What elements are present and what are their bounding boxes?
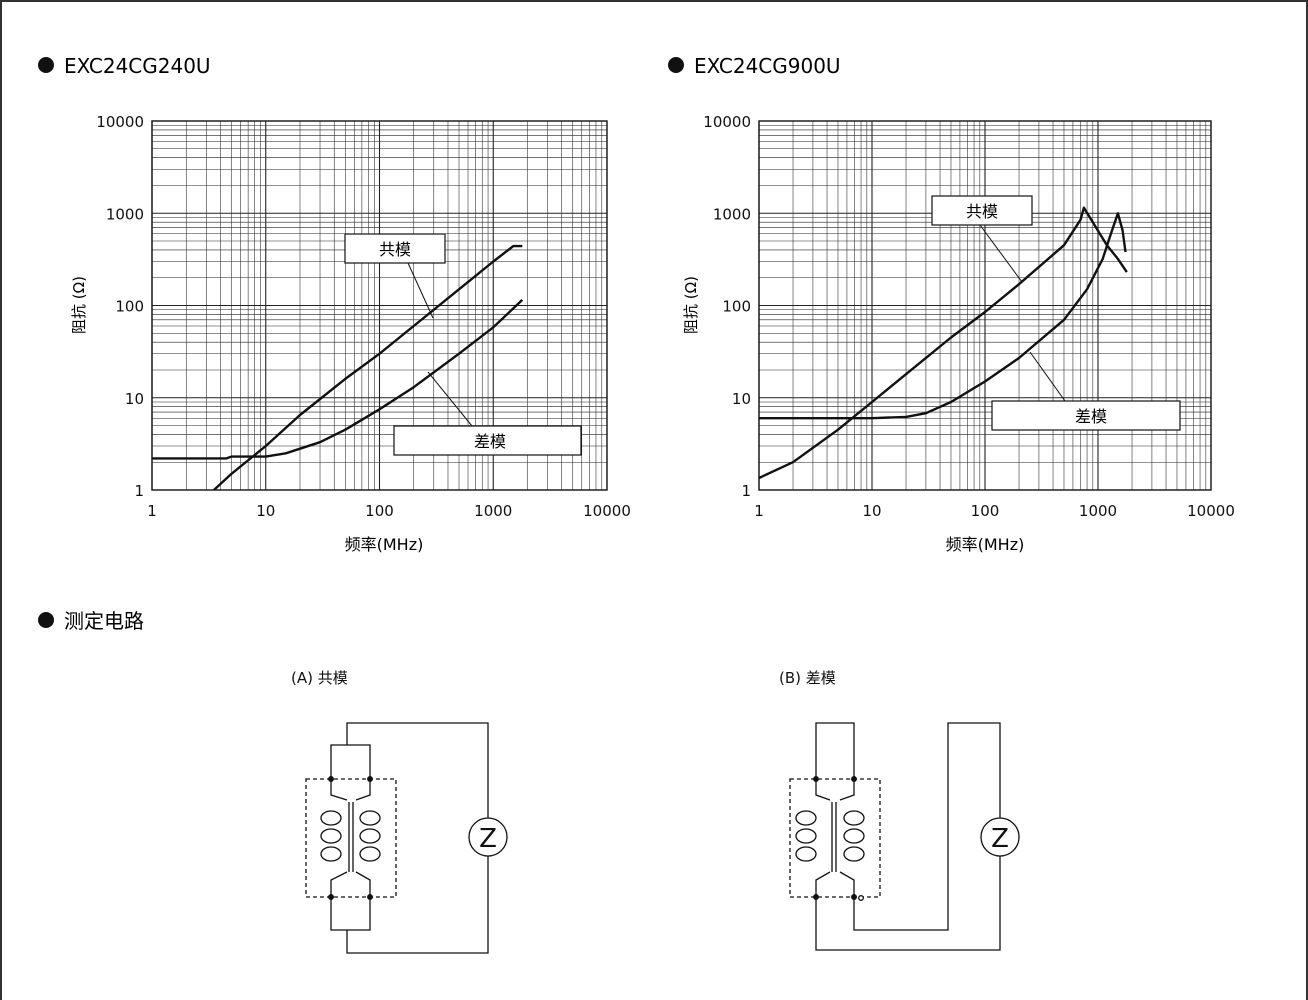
chart2-series [758,206,1128,480]
coil-loop [320,810,342,826]
coil-loop [843,828,865,844]
circuit-a-bottom-bridge [330,897,371,931]
coil-loop [320,846,342,862]
coil-loop [359,846,381,862]
chart-exc24cg240u: 1 10 100 1000 10000 1 10 100 1000 10000 频率(MHz) 阻… [70,113,631,554]
y-tick-label: 10 [125,390,144,408]
chart1-callout-leader-diff [427,371,473,427]
circuit-a-bottom-wire [346,856,489,954]
chart2-heading: EXC24CG900U [694,54,841,78]
component-outline [789,778,881,898]
chart2-callout-box-diff [991,400,1181,431]
terminal-dot [851,894,857,900]
bullet-icon [668,57,684,73]
x-tick-label: 100 [365,502,394,520]
x-tick-label: 10000 [583,502,631,520]
terminal-dot [813,894,819,900]
circuit-heading: 测定电路 [64,609,144,633]
terminal-dot-open [858,895,864,901]
y-tick-label: 1000 [106,205,144,223]
bullet-icon [38,612,54,628]
circuit-b-differential-mode: (B) 差模 Z [779,669,1020,951]
circuit-a-top-wire [346,722,489,818]
bullet-icon [38,57,54,73]
chart2-legend-diff: 差模 [1075,407,1107,426]
coil-loop [795,810,817,826]
plot-frame [151,120,608,491]
chart2-callout-box-common [931,195,1033,226]
chart1-heading: EXC24CG240U [64,54,211,78]
terminal-dot [813,776,819,782]
circuit-a-label: (A) 共模 [291,669,348,687]
circuit-a-top-bridge [330,744,371,779]
chart2-callout-leader-diff [1029,351,1066,402]
chart2-x-axis-label: 频率(MHz) [946,535,1025,554]
circuit-b-top-loop [815,722,855,779]
terminal-dot [367,776,373,782]
chart2-tick-labels: 1 10 100 1000 10000 1 10 100 1000 10000 [703,113,1235,520]
x-tick-label: 1000 [474,502,512,520]
y-tick-label: 10000 [96,113,144,131]
series-line-differential-mode [152,299,524,460]
y-tick-label: 1000 [713,205,751,223]
impedance-meter-symbol: Z [479,824,497,854]
chart1-callout-box-common [344,233,446,264]
terminal-dot [367,894,373,900]
impedance-meter-symbol: Z [991,824,1009,854]
x-tick-label: 100 [971,502,1000,520]
coil-loop [795,828,817,844]
chart1-callout-box-diff [393,425,582,456]
x-tick-label: 10000 [1187,502,1235,520]
coil-loop [359,828,381,844]
chart1-legend-diff: 差模 [474,432,506,451]
coil-loop [359,810,381,826]
chart1-legend-common: 共模 [379,240,411,259]
x-tick-label: 1 [754,502,764,520]
coil-loop [843,810,865,826]
coil-right-leads [839,779,855,897]
y-tick-label: 10000 [703,113,751,131]
chart1-x-axis-label: 频率(MHz) [345,535,424,554]
coil-loop [795,846,817,862]
terminal-dot [851,776,857,782]
chart1-y-axis-label: 阻抗 (Ω) [70,276,88,334]
component-outline [305,778,397,898]
y-tick-label: 10 [732,390,751,408]
y-tick-label: 1 [134,482,144,500]
plot-frame [758,120,1212,491]
series-line-differential-mode [759,212,1127,420]
chart2-y-axis-label: 阻抗 (Ω) [682,276,700,334]
chart1-tick-labels: 1 10 100 1000 10000 1 10 100 1000 10000 [96,113,631,520]
x-tick-label: 10 [256,502,275,520]
series-line-common-mode [758,206,1128,480]
impedance-meter-icon [980,817,1020,857]
x-tick-label: 10 [862,502,881,520]
circuit-b-outer-wire [815,856,1001,951]
coil-loop [843,846,865,862]
coil-loop [320,828,342,844]
x-tick-label: 1000 [1079,502,1117,520]
coil-left-leads [330,779,348,897]
impedance-meter-icon [468,817,508,857]
circuit-b-label: (B) 差模 [779,669,836,687]
coil-left-leads [815,779,831,897]
chart2-grid [758,120,1212,491]
chart1-callout-leader-common [407,262,434,319]
chart1-series [152,244,524,491]
circuit-a-common-mode: (A) 共模 Z [291,669,508,954]
chart-exc24cg900u: 1 10 100 1000 10000 1 10 100 1000 10000 频率(MHz) 阻… [682,113,1235,554]
y-tick-label: 100 [115,298,144,316]
terminal-dot [328,776,334,782]
coil-right-leads [355,779,371,897]
series-line-common-mode [213,244,523,491]
y-tick-label: 1 [741,482,751,500]
terminal-dot [328,894,334,900]
y-tick-label: 100 [722,298,751,316]
circuit-b-inner-wire [853,722,1001,931]
chart2-callout-leader-common [979,224,1023,283]
x-tick-label: 1 [147,502,157,520]
chart2-legend-common: 共模 [966,202,998,221]
